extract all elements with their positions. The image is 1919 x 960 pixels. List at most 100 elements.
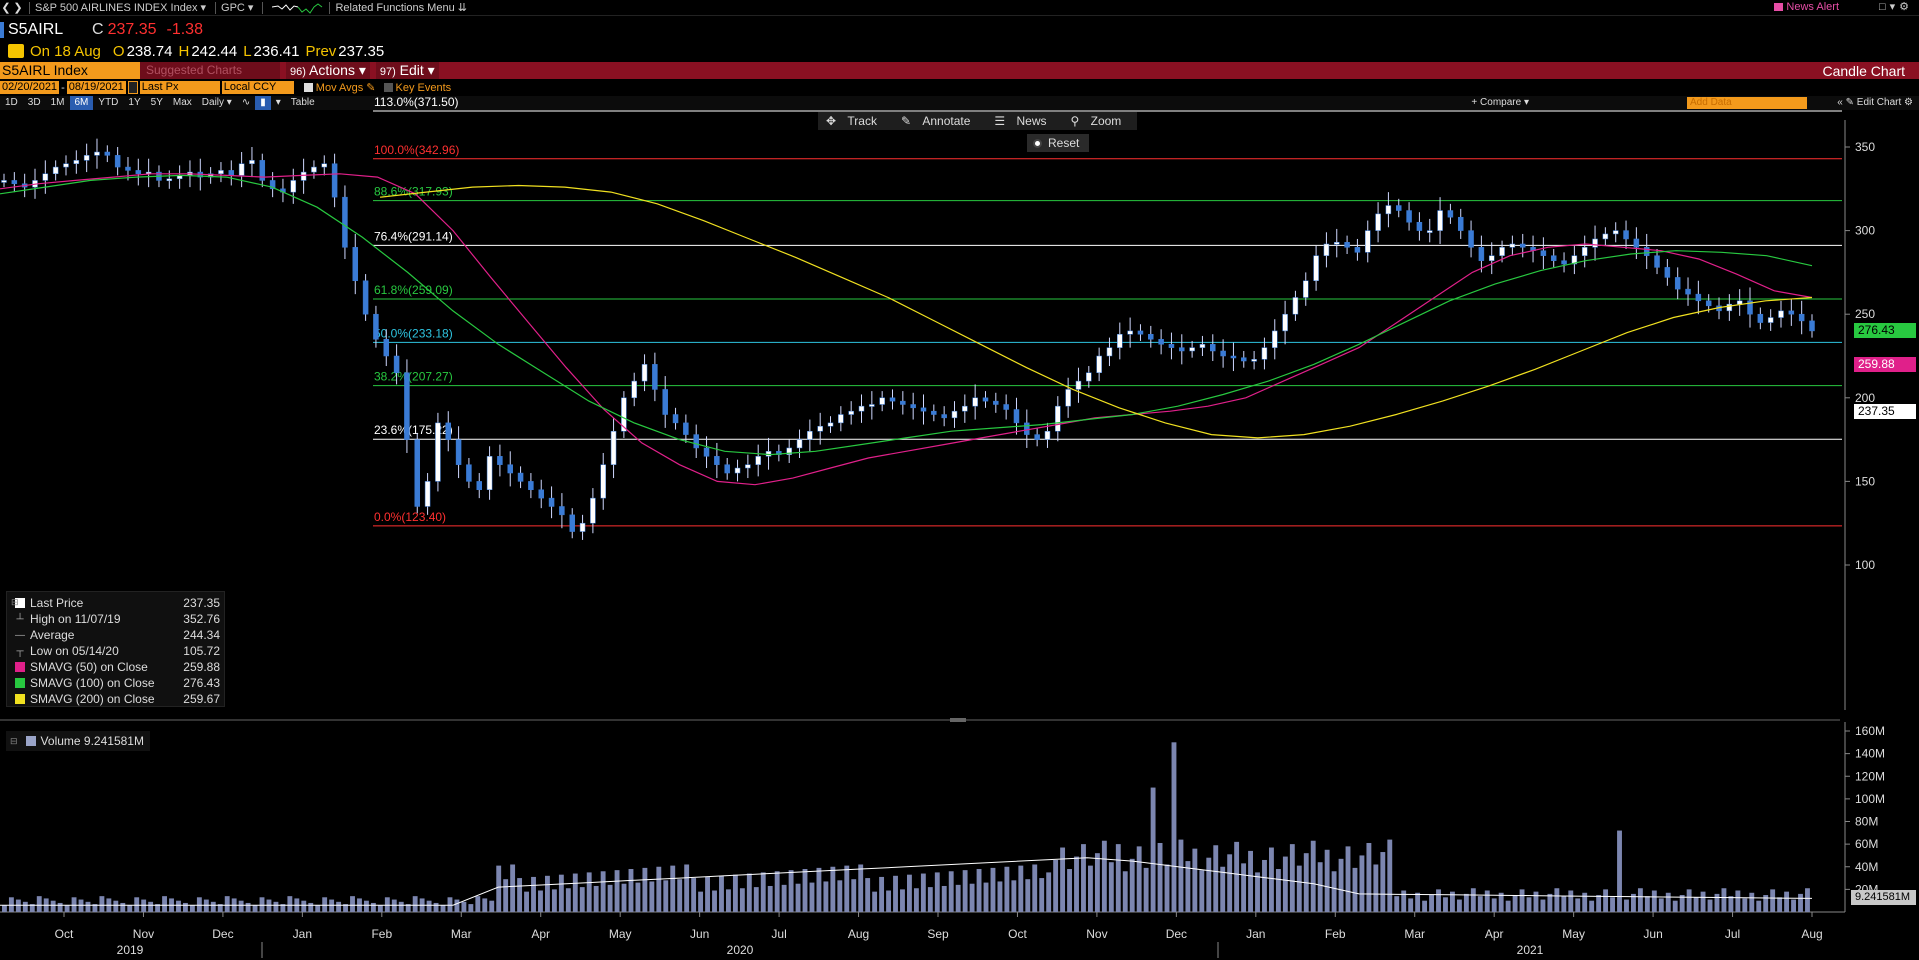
candle-body: [1705, 300, 1712, 307]
top-navigation-bar: ❮ ❯ S&P 500 AIRLINES INDEX Index ▾ GPC ▾…: [0, 0, 1919, 16]
edit-chart-button[interactable]: « ✎ Edit Chart ⚙: [1837, 97, 1913, 108]
volume-legend-value: 9.241581M: [83, 734, 144, 748]
fibonacci-label: 38.2%(207.27): [374, 370, 453, 384]
volume-bar: [531, 876, 536, 912]
news-alert-button[interactable]: News Alert: [1774, 1, 1839, 13]
candle-body: [1034, 434, 1040, 440]
volume-bar: [1025, 879, 1031, 912]
calendar-picker-icon[interactable]: [127, 81, 138, 94]
chart-legend[interactable]: ⊟ Last Price 237.35 ┴ High on 11/07/19 352.…: [6, 591, 225, 707]
field-selector[interactable]: Last Px: [139, 81, 220, 94]
collapse-icon[interactable]: ⊟: [10, 735, 18, 746]
candle-body: [941, 414, 947, 419]
candle-body: [352, 247, 359, 282]
candle-body: [1024, 422, 1030, 435]
range-ytd[interactable]: YTD: [98, 97, 119, 108]
volume-bar: [607, 884, 613, 912]
currency-selector[interactable]: Local CCY: [221, 81, 294, 94]
volume-bar: [155, 904, 161, 912]
candle-body: [796, 439, 803, 449]
key-events-label: Key Events: [395, 81, 452, 94]
range-5y[interactable]: 5Y: [150, 97, 163, 108]
add-data-input[interactable]: Add Data: [1687, 97, 1807, 109]
actions-menu[interactable]: 96) Actions ▾: [286, 62, 370, 79]
track-tool[interactable]: ✥ Track: [818, 112, 893, 130]
candle-body: [156, 171, 162, 181]
volume-bar: [1637, 888, 1643, 912]
volume-bar: [384, 897, 390, 912]
start-date-field[interactable]: 02/20/2021: [0, 81, 60, 94]
forward-arrow-icon[interactable]: ❯: [13, 2, 23, 14]
volume-bar: [447, 897, 453, 912]
candle-body: [559, 506, 565, 516]
line-chart-icon[interactable]: ∿: [241, 97, 251, 108]
candle-body: [1457, 216, 1464, 231]
volume-bar: [1415, 892, 1421, 912]
volume-bar: [308, 902, 314, 912]
table-button[interactable]: Table: [290, 97, 315, 108]
candle-body: [1261, 347, 1268, 360]
candle-body: [32, 180, 38, 188]
volume-bar: [377, 905, 383, 912]
month-label: Dec: [1166, 927, 1187, 941]
fibonacci-label: 76.4%(291.14): [374, 229, 453, 243]
volume-bar: [1665, 892, 1671, 912]
volume-bar: [1540, 899, 1546, 912]
volume-bar: [489, 900, 495, 912]
range-1y[interactable]: 1Y: [128, 97, 141, 108]
security-input[interactable]: S5AIRL Index: [0, 62, 140, 79]
range-1d[interactable]: 1D: [5, 97, 18, 108]
candle-body: [1, 180, 7, 183]
back-arrow-icon[interactable]: ❮: [1, 2, 11, 14]
volume-bar: [134, 897, 140, 912]
pencil-icon[interactable]: ✎: [366, 82, 376, 94]
range-6m[interactable]: 6M: [69, 96, 94, 110]
volume-bar: [1693, 897, 1699, 912]
candle-body: [920, 407, 927, 412]
volume-axis-label: 160M: [1855, 724, 1885, 738]
volume-bar: [426, 900, 432, 912]
candle-body: [290, 180, 297, 193]
index-menu-dropdown[interactable]: S&P 500 AIRLINES INDEX Index ▾: [35, 2, 207, 14]
window-controls[interactable]: □▾⚙: [1878, 1, 1913, 13]
candle-body: [641, 364, 648, 382]
volume-bar: [482, 898, 488, 912]
gpc-menu-dropdown[interactable]: GPC ▾: [221, 2, 254, 14]
candle-body: [1385, 205, 1392, 215]
frequency-dropdown[interactable]: Daily ▾: [201, 97, 232, 108]
zoom-tool[interactable]: ⚲ Zoom: [1063, 112, 1138, 130]
open-label: O: [112, 42, 125, 60]
volume-legend[interactable]: ⊟ Volume 9.241581M: [6, 731, 150, 751]
chart-style-dropdown[interactable]: ▾: [275, 97, 281, 108]
candle-body: [1137, 330, 1144, 335]
volume-bar: [677, 879, 683, 912]
suggested-charts-button[interactable]: Suggested Charts: [140, 62, 280, 79]
fibonacci-label: 50.0%(233.18): [374, 326, 453, 340]
compare-button[interactable]: + Compare ▾: [1471, 97, 1529, 108]
range-max[interactable]: Max: [172, 97, 192, 108]
candle-chart-icon[interactable]: ▮: [255, 96, 271, 110]
news-tool[interactable]: ☰ News: [986, 112, 1062, 130]
key-events-checkbox[interactable]: [383, 83, 393, 92]
volume-bar: [781, 884, 787, 912]
related-functions-dropdown[interactable]: Related Functions Menu ⇊: [335, 2, 467, 14]
end-date-field[interactable]: 08/19/2021: [66, 81, 126, 94]
candle-body: [135, 170, 142, 175]
range-3d[interactable]: 3D: [27, 97, 41, 108]
volume-bar: [224, 896, 230, 912]
candle-body: [1416, 221, 1423, 231]
reset-button[interactable]: Reset: [1027, 134, 1089, 152]
collapse-icon[interactable]: ⊟: [11, 597, 19, 607]
range-1m[interactable]: 1M: [50, 97, 65, 108]
mov-avgs-checkbox[interactable]: [303, 83, 313, 92]
legend-name: Average: [30, 628, 75, 642]
volume-bar: [1324, 849, 1330, 912]
volume-bar: [510, 864, 516, 912]
volume-bar: [1714, 893, 1720, 912]
annotate-tool[interactable]: ✎ Annotate: [893, 112, 986, 130]
volume-bar: [301, 900, 307, 912]
volume-bar: [628, 869, 634, 912]
edit-menu[interactable]: 97) Edit ▾: [375, 62, 439, 79]
volume-bar: [203, 899, 209, 912]
